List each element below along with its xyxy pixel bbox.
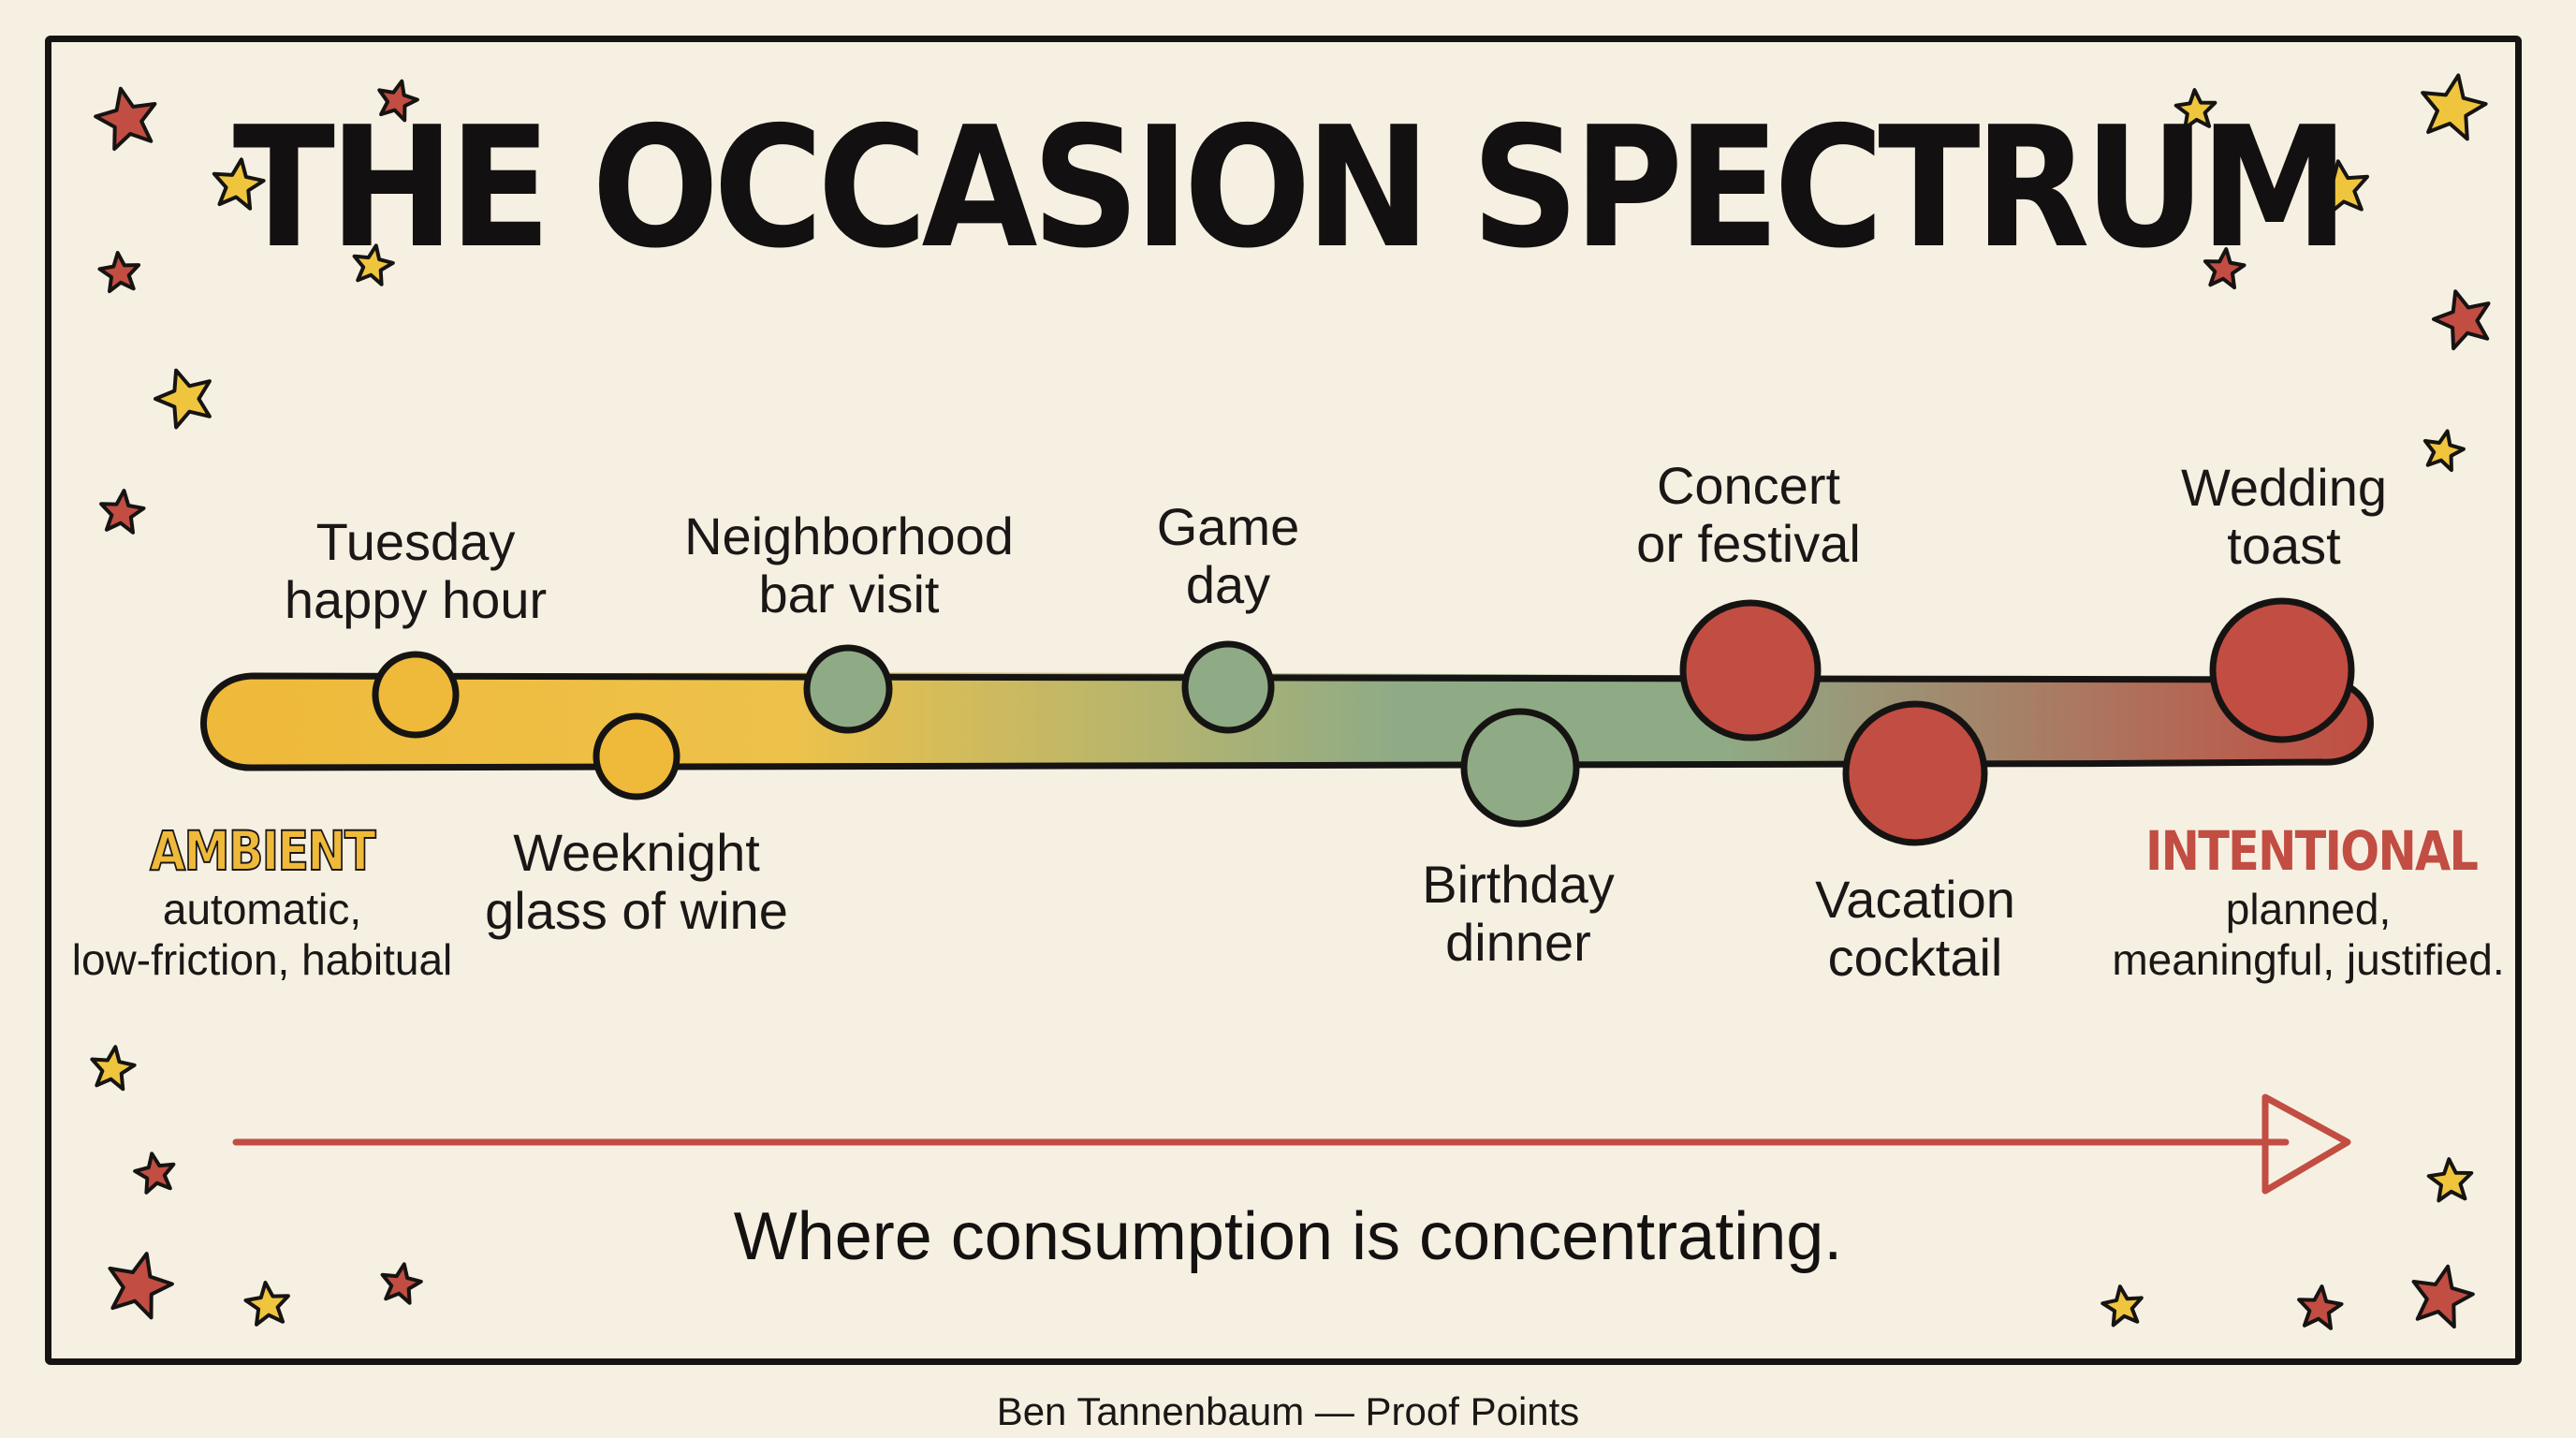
intentional-end-description: planned, meaningful, justified.: [2112, 885, 2505, 984]
ambient-end-title: AMBIENT: [149, 819, 376, 883]
star-icon: [243, 1281, 290, 1327]
star-icon: [2100, 1284, 2144, 1328]
occasion-label-tuesday-happy-hour: Tuesday happy hour: [284, 512, 548, 629]
occasion-dot-tuesday-happy-hour: [372, 651, 460, 739]
star-icon: [2203, 247, 2247, 290]
occasion-label-concert-or-festival: Concert or festival: [1636, 456, 1861, 573]
spectrum-caption: Where consumption is concentrating.: [733, 1199, 1843, 1274]
page-title: THE OCCASION SPECTRUM: [232, 91, 2349, 285]
occasion-dot-game-day: [1181, 640, 1275, 734]
progress-arrow: [232, 1093, 2351, 1195]
star-icon: [352, 243, 395, 286]
occasion-label-birthday-dinner: Birthday dinner: [1422, 855, 1615, 972]
star-icon: [2426, 1157, 2474, 1203]
intentional-end-title: INTENTIONAL: [2145, 819, 2479, 883]
border-frame: [45, 36, 2522, 1365]
spectrum-track: [200, 669, 2374, 771]
star-icon: [212, 157, 266, 211]
occasion-label-wedding-toast: Wedding toast: [2180, 458, 2387, 575]
star-icon: [97, 251, 141, 294]
star-icon: [2432, 289, 2491, 351]
occasion-label-game-day: Game day: [1156, 497, 1300, 614]
star-icon: [99, 489, 146, 535]
occasion-label-neighborhood-bar-visit: Neighborhood bar visit: [684, 506, 1014, 624]
star-icon: [94, 86, 157, 152]
star-icon: [2297, 1284, 2344, 1330]
occasion-dot-neighborhood-bar-visit: [803, 644, 893, 734]
star-icon: [133, 1152, 176, 1195]
occasion-dot-vacation-cocktail: [1842, 700, 1988, 846]
occasion-label-vacation-cocktail: Vacation cocktail: [1815, 870, 2015, 987]
ambient-end-description: automatic, low-friction, habitual: [71, 885, 453, 984]
star-icon: [2422, 429, 2466, 473]
star-icon: [377, 79, 419, 123]
occasion-dot-weeknight-glass-of-wine: [593, 712, 681, 800]
author-credit: Ben Tannenbaum — Proof Points: [996, 1389, 1580, 1433]
star-icon: [108, 1252, 174, 1320]
star-icon: [90, 1045, 137, 1092]
star-icon: [380, 1262, 423, 1305]
star-icon: [154, 368, 212, 430]
star-icon: [2312, 159, 2369, 216]
star-icon: [2411, 1264, 2475, 1329]
star-icon: [2174, 88, 2217, 130]
occasion-label-weeknight-glass-of-wine: Weeknight glass of wine: [485, 823, 788, 940]
occasion-dot-wedding-toast: [2209, 597, 2355, 743]
occasion-dot-concert-or-festival: [1679, 599, 1822, 741]
occasion-dot-birthday-dinner: [1460, 708, 1580, 828]
star-icon: [2421, 73, 2488, 141]
